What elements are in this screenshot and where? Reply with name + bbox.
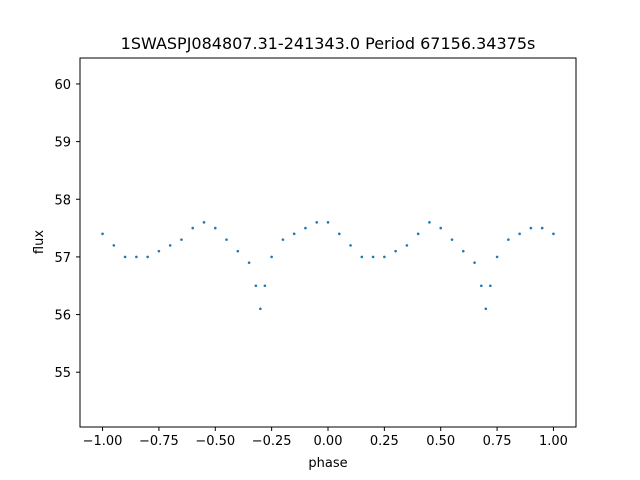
data-point — [202, 221, 206, 224]
data-point — [326, 221, 330, 224]
data-point — [281, 238, 285, 241]
data-point — [461, 249, 465, 253]
data-point — [112, 244, 116, 247]
data-point — [540, 226, 544, 230]
data-point — [489, 284, 492, 288]
data-point — [259, 307, 262, 311]
data-point — [383, 255, 386, 259]
data-point — [439, 226, 443, 230]
y-axis-label: flux — [32, 230, 47, 254]
y-axis-ticks: 55 56 57 58 59 60 — [54, 78, 80, 381]
data-point — [360, 255, 364, 259]
data-point — [484, 307, 488, 311]
data-point — [101, 232, 104, 236]
x-tick-label: 0.00 — [314, 434, 343, 449]
y-tick-label: 55 — [54, 366, 71, 381]
x-tick-label: −0.75 — [139, 434, 179, 449]
data-points — [101, 221, 555, 311]
data-point — [473, 261, 476, 264]
x-tick-label: −0.50 — [195, 434, 235, 449]
x-tick-label: 0.50 — [426, 434, 455, 449]
data-point — [349, 244, 352, 247]
data-point — [263, 284, 267, 288]
data-point — [304, 226, 307, 230]
data-point — [270, 255, 273, 259]
data-point — [507, 238, 510, 241]
y-tick-label: 58 — [54, 193, 71, 208]
x-axis-ticks: −1.00 −0.75 −0.50 −0.25 0.00 0.25 0.50 0.75 1.00 — [83, 427, 568, 449]
data-point — [191, 226, 195, 230]
data-point — [480, 284, 483, 288]
data-point — [254, 284, 258, 288]
data-point — [236, 249, 240, 253]
y-tick-label: 56 — [54, 309, 71, 324]
data-point — [315, 221, 319, 224]
y-tick-label: 60 — [54, 78, 71, 93]
data-point — [405, 244, 409, 247]
data-point — [337, 232, 341, 236]
x-tick-label: 0.25 — [370, 434, 399, 449]
data-point — [213, 226, 217, 230]
y-tick-label: 59 — [54, 136, 71, 151]
data-point — [292, 232, 296, 236]
data-point — [450, 238, 454, 241]
data-point — [495, 255, 499, 259]
plot-frame — [79, 57, 577, 428]
x-tick-label: 0.75 — [483, 434, 512, 449]
data-point — [529, 226, 533, 230]
data-point — [428, 221, 431, 224]
data-point — [518, 232, 521, 236]
data-point — [146, 255, 149, 259]
data-point — [371, 255, 375, 259]
data-point — [157, 249, 161, 253]
x-axis-label: phase — [308, 456, 347, 471]
x-tick-label: −1.00 — [83, 434, 123, 449]
y-tick-label: 57 — [54, 251, 71, 266]
data-point — [180, 238, 183, 241]
x-tick-label: 1.00 — [539, 434, 568, 449]
data-point — [135, 255, 138, 259]
data-point — [394, 249, 397, 253]
chart-title: 1SWASPJ084807.31-241343.0 Period 67156.3… — [121, 34, 536, 53]
data-point — [247, 261, 251, 264]
data-point — [552, 232, 555, 236]
x-tick-label: −0.25 — [252, 434, 292, 449]
data-point — [168, 244, 172, 247]
data-point — [416, 232, 420, 236]
data-point — [123, 255, 127, 259]
data-point — [225, 238, 228, 241]
